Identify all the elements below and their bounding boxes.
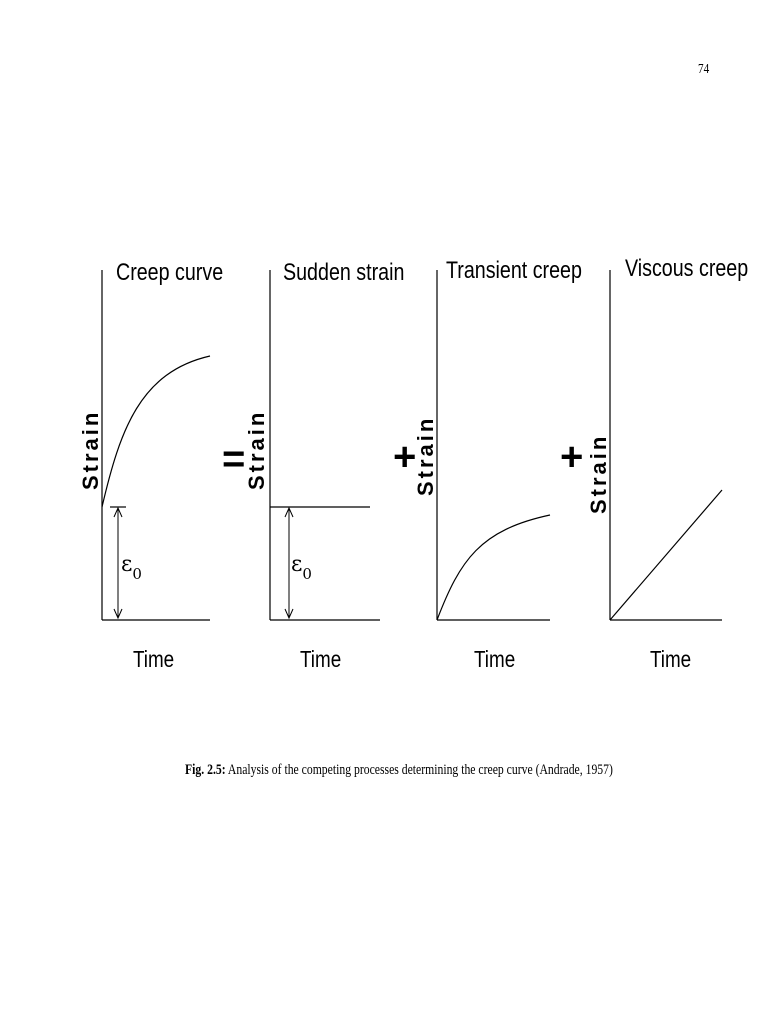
figure-caption-text: Analysis of the competing processes dete… xyxy=(225,762,613,778)
panel-sudden-strain: Sudden strain ε0 Strain Time xyxy=(244,258,404,672)
panel-title-sudden-strain: Sudden strain xyxy=(283,258,404,285)
arrow-up-icon xyxy=(284,506,294,518)
y-axis-label: Strain xyxy=(78,410,103,490)
y-axis-label: Strain xyxy=(244,410,269,490)
epsilon-zero-label: ε0 xyxy=(291,552,312,583)
panel-title-viscous-creep: Viscous creep xyxy=(625,254,748,281)
x-axis-label: Time xyxy=(300,647,341,672)
y-axis-label: Strain xyxy=(413,416,438,496)
panel-title-creep-curve: Creep curve xyxy=(116,258,223,285)
page-number: 74 xyxy=(698,62,710,77)
arrow-down-icon xyxy=(284,608,294,620)
y-axis-label: Strain xyxy=(586,434,611,514)
figure-caption-label: Fig. 2.5: xyxy=(185,762,226,778)
x-axis-label: Time xyxy=(474,647,515,672)
x-axis-label: Time xyxy=(133,647,174,672)
transient-creep-curve xyxy=(436,514,551,621)
epsilon-zero-label: ε0 xyxy=(121,552,142,583)
plus-operator: + xyxy=(560,435,583,479)
panel-creep-curve: Creep curve ε0 Strain Time xyxy=(78,258,223,672)
plus-operator: + xyxy=(393,435,416,479)
arrow-down-icon xyxy=(113,608,123,620)
arrow-up-icon xyxy=(113,506,123,518)
panel-title-transient-creep: Transient creep xyxy=(446,256,582,283)
panel-viscous-creep: Viscous creep Strain Time xyxy=(586,254,748,672)
panel-transient-creep: Transient creep Strain Time xyxy=(413,256,582,672)
x-axis-label: Time xyxy=(650,647,691,672)
figure-caption: Fig. 2.5: Analysis of the competing proc… xyxy=(185,762,622,779)
creep-curve-line xyxy=(101,355,211,508)
viscous-creep-line xyxy=(609,489,723,621)
equals-operator: = xyxy=(222,437,245,481)
